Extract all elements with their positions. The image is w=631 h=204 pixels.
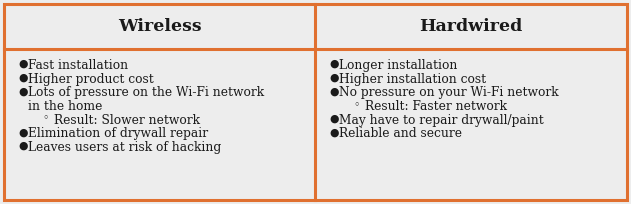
Text: Reliable and secure: Reliable and secure bbox=[339, 127, 462, 140]
Text: Leaves users at risk of hacking: Leaves users at risk of hacking bbox=[28, 141, 221, 154]
Text: Result: Faster network: Result: Faster network bbox=[365, 100, 507, 113]
Text: Longer installation: Longer installation bbox=[339, 59, 457, 72]
Text: Elimination of drywall repair: Elimination of drywall repair bbox=[28, 127, 208, 140]
Text: No pressure on your Wi-Fi network: No pressure on your Wi-Fi network bbox=[339, 86, 558, 99]
Text: Fast installation: Fast installation bbox=[28, 59, 128, 72]
Text: Higher product cost: Higher product cost bbox=[28, 73, 154, 86]
Text: ●: ● bbox=[329, 86, 338, 96]
Text: Hardwired: Hardwired bbox=[420, 18, 522, 35]
Text: Lots of pressure on the Wi-Fi network: Lots of pressure on the Wi-Fi network bbox=[28, 86, 264, 99]
Text: May have to repair drywall/paint: May have to repair drywall/paint bbox=[339, 114, 544, 126]
Text: Higher installation cost: Higher installation cost bbox=[339, 73, 486, 86]
Text: ●: ● bbox=[18, 73, 28, 83]
Text: Result: Slower network: Result: Slower network bbox=[54, 114, 200, 126]
Text: in the home: in the home bbox=[28, 100, 102, 113]
Text: ●: ● bbox=[329, 127, 338, 137]
Text: ●: ● bbox=[18, 127, 28, 137]
Text: ●: ● bbox=[18, 59, 28, 69]
Text: ●: ● bbox=[329, 59, 338, 69]
Text: ●: ● bbox=[18, 86, 28, 96]
Text: ◦: ◦ bbox=[42, 114, 49, 124]
Text: ●: ● bbox=[18, 141, 28, 151]
Text: ●: ● bbox=[329, 73, 338, 83]
Text: ●: ● bbox=[329, 114, 338, 124]
Text: ◦: ◦ bbox=[353, 100, 360, 110]
Text: Wireless: Wireless bbox=[118, 18, 201, 35]
